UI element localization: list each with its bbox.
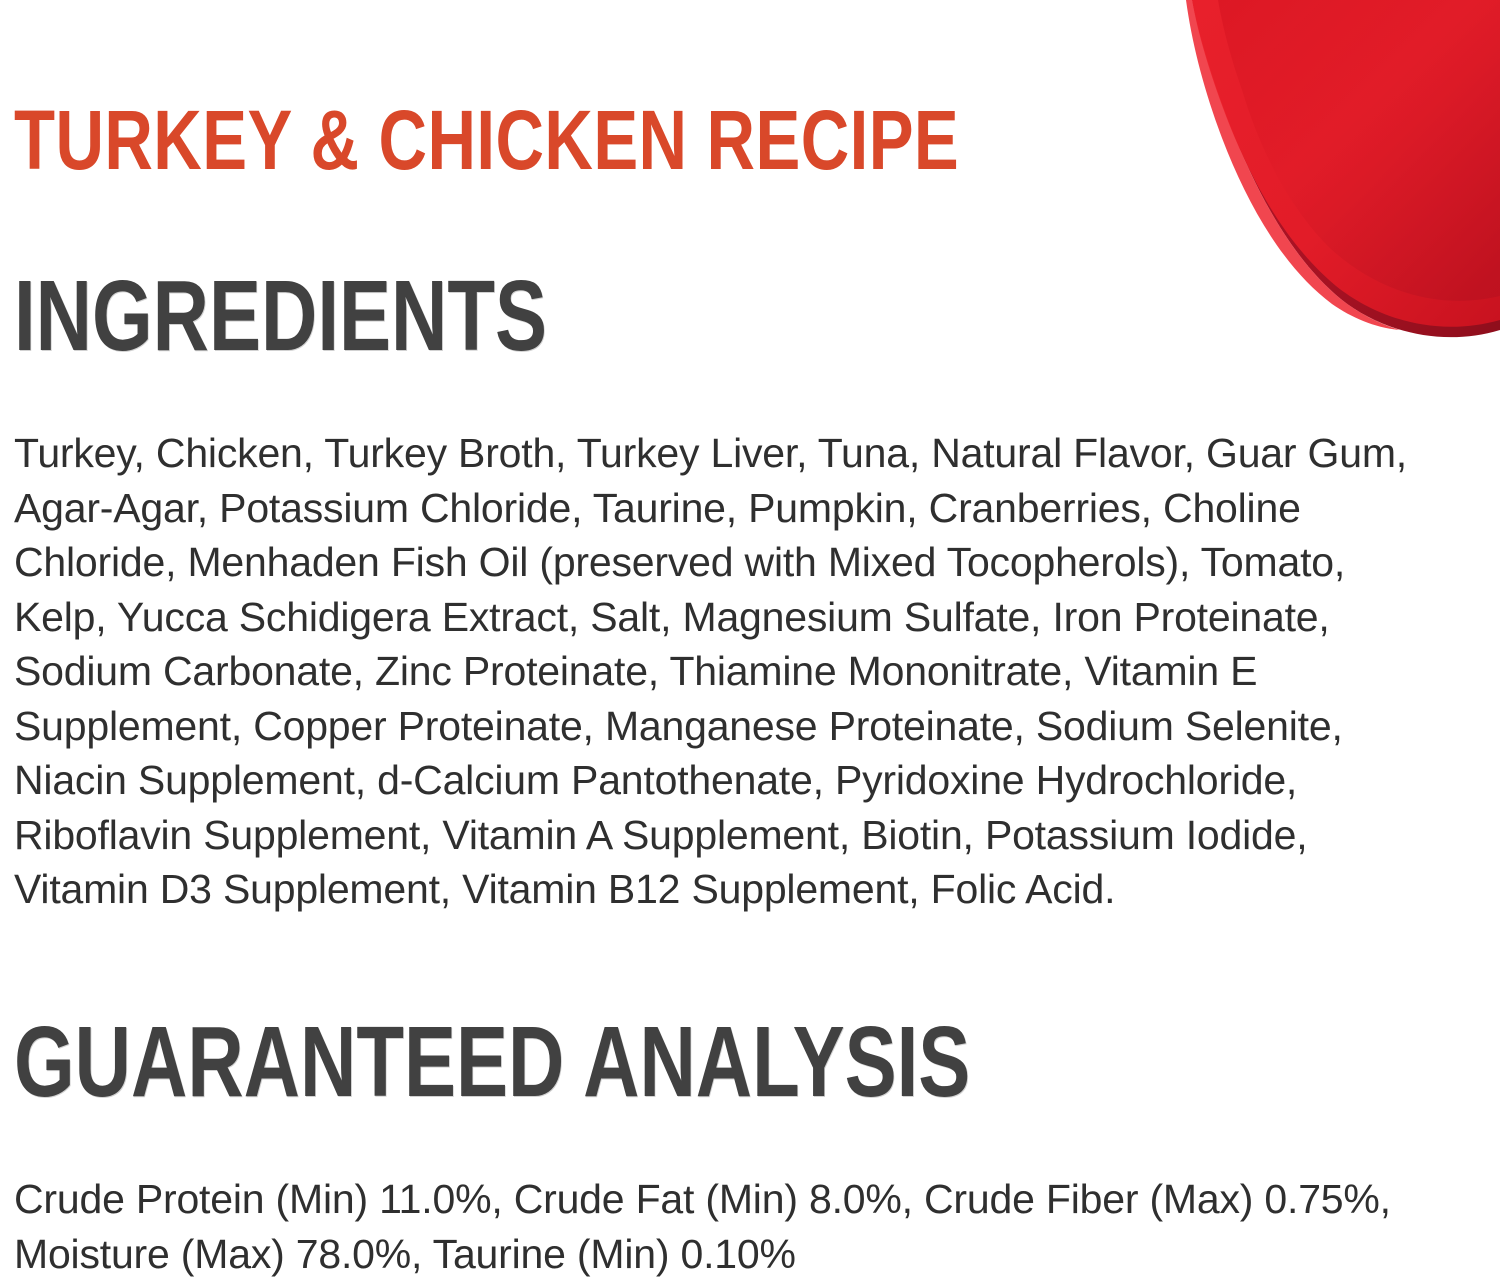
ingredients-text: Turkey, Chicken, Turkey Broth, Turkey Li… xyxy=(14,430,1407,912)
guaranteed-analysis-heading: GUARANTEED ANALYSIS xyxy=(14,1006,971,1118)
swoosh-main-layer xyxy=(1192,0,1500,327)
ingredients-heading: INGREDIENTS xyxy=(14,260,548,372)
swoosh-shadow-layer xyxy=(1192,0,1500,338)
guaranteed-analysis-text: Crude Protein (Min) 11.0%, Crude Fat (Mi… xyxy=(14,1176,1391,1277)
swoosh-fold-layer xyxy=(1218,0,1500,301)
swoosh-edge-highlight xyxy=(1186,0,1400,330)
red-swoosh-graphic xyxy=(1186,0,1500,338)
page-title: TURKEY & CHICKEN RECIPE xyxy=(14,93,960,187)
